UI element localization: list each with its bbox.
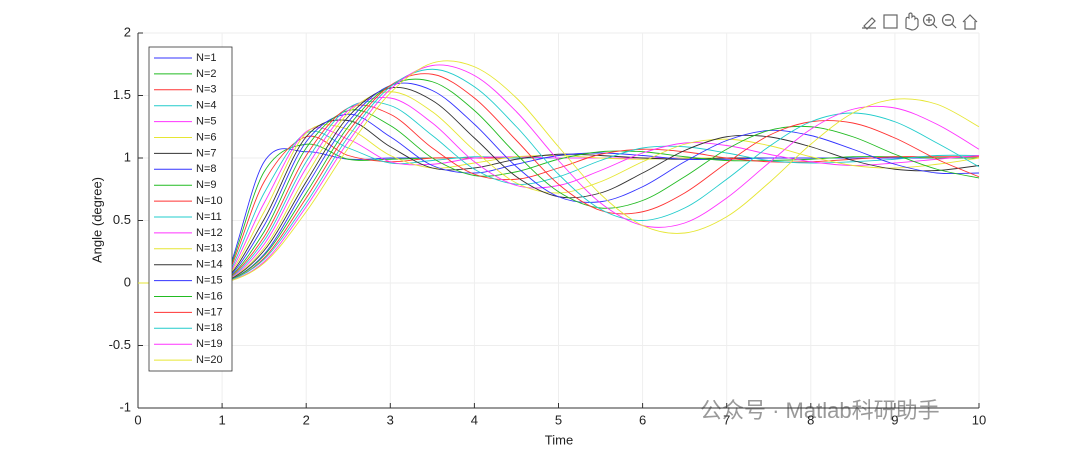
x-tick-label: 2 [303,412,310,427]
x-tick-label: 3 [387,412,394,427]
series-line [137,109,980,288]
legend-label: N=13 [196,243,223,255]
x-tick-label: 10 [972,412,986,427]
legend-box [148,46,233,372]
y-tick-label: 2 [124,24,131,39]
toolbar-icon[interactable] [962,14,978,30]
legend-label: N=20 [196,354,223,366]
series-line [137,86,980,286]
legend-label: N=8 [196,163,217,175]
y-tick-label: 1 [124,149,131,164]
legend-label: N=15 [196,275,223,287]
y-tick-label: 0.5 [113,212,131,227]
legend-label: N=1 [196,52,217,64]
legend-label: N=17 [196,306,223,318]
x-tick-label: 8 [807,412,814,427]
toolbar-icon[interactable] [883,14,898,29]
x-tick-label: 9 [891,412,898,427]
series-line [137,91,980,287]
x-tick-label: 1 [218,412,225,427]
y-tick-label: 1.5 [113,87,131,102]
toolbar-icon[interactable] [905,12,919,31]
y-axis-label: Angle (degree) [89,177,104,263]
x-tick-label: 5 [555,412,562,427]
y-tick-label: -1 [119,399,131,414]
x-tick-label: 6 [639,412,646,427]
legend-label: N=5 [196,116,217,128]
x-axis-label: Time [545,432,573,447]
legend-label: N=10 [196,195,223,207]
series-line [137,104,979,287]
x-tick-label: 4 [471,412,478,427]
legend-label: N=12 [196,227,223,239]
legend-label: N=3 [196,84,217,96]
toolbar-icon[interactable] [922,13,936,27]
y-tick-label: 0 [124,274,131,289]
series-line [137,73,980,286]
toolbar-icon[interactable] [862,17,876,30]
legend-label: N=9 [196,179,217,191]
legend-label: N=4 [196,100,217,112]
series-line [137,101,980,287]
x-tick-label: 7 [723,412,730,427]
toolbar[interactable] [862,12,978,31]
legend-label: N=6 [196,131,217,143]
legend-label: N=16 [196,290,223,302]
watermark: 公众号 · Matlab科研助手 [700,398,940,423]
series-line [137,82,980,286]
series-line [137,64,980,286]
legend-label: N=7 [196,147,217,159]
toolbar-icon[interactable] [941,13,955,27]
x-tick-label: 0 [134,412,141,427]
y-tick-label: -0.5 [109,337,131,352]
legend-label: N=18 [196,322,223,334]
series-line [137,113,979,288]
series-line [137,60,980,285]
series-line [137,78,980,286]
legend: N=1 N=2 N=3 N=4 N=5 N=6 N=7 N=8 N=9 N=10 N=11 N=12 N… [148,46,233,372]
series-line [137,96,980,287]
legend-label: N=2 [196,68,217,80]
legend-label: N=14 [196,259,223,271]
legend-label: N=11 [196,211,222,223]
legend-label: N=19 [196,338,223,350]
